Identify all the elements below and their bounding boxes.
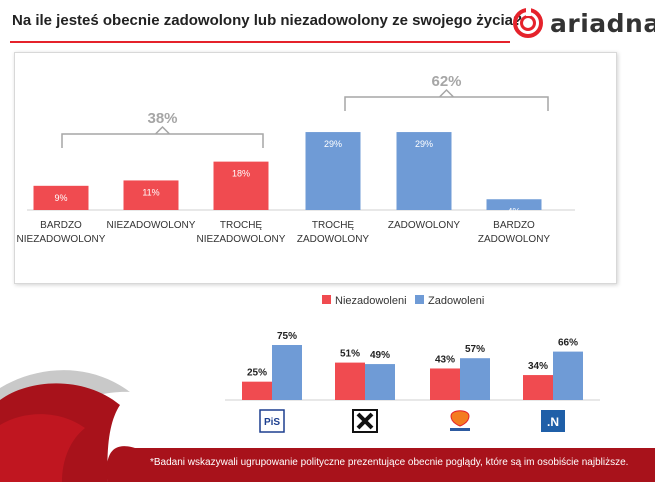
bar [553,351,583,400]
group-bracket-dissatisfied [61,125,264,148]
bar-value-label: 51% [340,349,360,360]
bar [213,161,269,210]
title-underline [10,41,510,43]
bar-value-label: 43% [435,354,455,365]
legend-swatch-red [322,295,331,304]
po-logo-underline [450,428,470,431]
bar-value-label: 49% [370,350,390,361]
bar-value-label: 34% [528,361,548,372]
legend-label: Niezadowoleni [335,295,407,307]
bar [33,185,89,210]
bar-value-label: 29% [324,139,342,149]
bar [272,345,302,400]
bar [430,368,460,400]
group-total-label: 38% [147,110,177,127]
category-label: BARDZO [493,220,535,231]
main-chart-panel: 9% BARDZO NIEZADOWOLONY 11% NIEZADOWOLONY 18%… [14,52,617,284]
legend-label: Zadowoleni [428,295,484,307]
pis-logo [259,409,285,433]
bar-value-label: 75% [277,331,297,342]
group-total-label: 62% [431,73,461,90]
bar-value-label: 11% [142,187,159,197]
category-label: TROCHĘ [312,220,355,231]
bar [486,199,542,210]
party-chart: Niezadowoleni Zadowoleni 25% 75% 51% 49% 43% 57… [225,295,600,433]
category-label: ZADOWOLONY [297,234,370,245]
category-label: NIEZADOWOLONY [17,234,106,245]
bar-value-label: 66% [558,338,578,349]
category-label: NIEZADOWOLONY [107,220,196,231]
kukiz-logo-mark [356,412,374,430]
category-label: TROCHĘ [220,220,263,231]
bar-value-label: 9% [54,193,67,203]
ariadna-logo: ariadna [512,5,655,41]
bar-value-label: 25% [247,368,267,379]
nowoczesna-logo [541,410,565,432]
bar [123,180,179,210]
po-logo [450,410,470,427]
bar-value-label: 57% [465,344,485,355]
bar [396,132,452,210]
logo-text: ariadna [550,8,655,38]
bar [365,364,395,400]
bar [335,362,365,400]
category-label: BARDZO [40,220,82,231]
bar [523,375,553,400]
satisfaction-chart: 9% BARDZO NIEZADOWOLONY 11% NIEZADOWOLONY 18%… [17,73,575,245]
bar-value-label: 4% [507,206,520,216]
pis-logo-text: PiS [264,417,280,428]
bar [460,358,490,400]
nowoczesna-logo-text: .N [547,415,559,429]
footer-note: *Badani wskazywali ugrupowanie polityczn… [150,457,629,468]
page-title: Na ile jesteś obecnie zadowolony lub nie… [12,12,523,29]
legend-swatch-blue [415,295,424,304]
ariadna-logo-icon [513,7,543,38]
category-label: NIEZADOWOLONY [197,234,286,245]
group-bracket-satisfied [344,88,549,111]
bar-value-label: 29% [415,139,433,149]
category-label: ZADOWOLONY [388,220,461,231]
bar [242,381,272,400]
category-label: ZADOWOLONY [478,234,551,245]
bar-value-label: 18% [232,169,250,179]
bar [305,132,361,210]
